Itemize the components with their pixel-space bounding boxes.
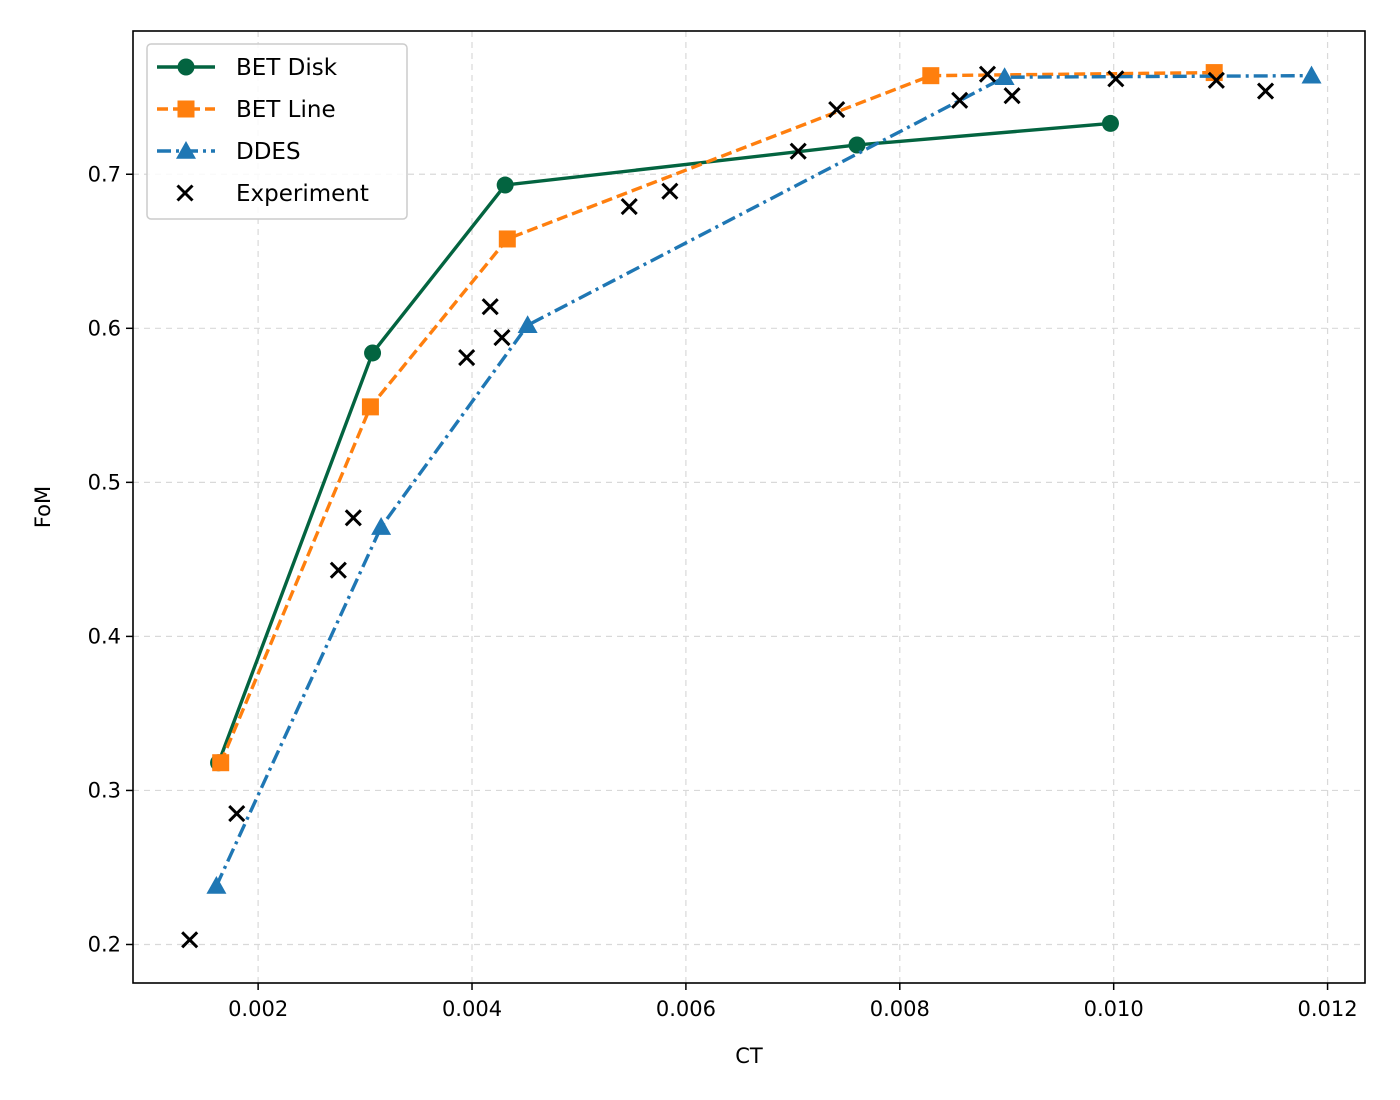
series-1-point-3	[922, 67, 940, 85]
series-3-point-1	[228, 804, 246, 823]
x-axis-title: CT	[735, 1044, 763, 1068]
series-3	[181, 65, 1275, 949]
series-0-point-1	[364, 344, 382, 362]
plot-series	[181, 64, 1322, 949]
x-tick-label-5: 0.012	[1298, 997, 1358, 1021]
x-tick-label-1: 0.004	[442, 997, 502, 1021]
legend-label-1: BET Line	[236, 97, 336, 123]
series-3-point-11	[951, 91, 969, 109]
series-0	[210, 114, 1119, 772]
series-2-point-3	[994, 67, 1015, 86]
legend-label-2: DDES	[236, 139, 301, 165]
series-3-point-12	[978, 65, 997, 83]
y-tick-label-5: 0.7	[88, 162, 121, 186]
series-1	[212, 64, 1223, 772]
legend-box	[146, 43, 408, 220]
legend-marker-0	[177, 58, 195, 76]
series-1-point-0	[212, 754, 230, 772]
series-3-point-10	[828, 101, 846, 119]
x-tick-label-4: 0.010	[1084, 997, 1144, 1021]
legend-label-3: Experiment	[236, 181, 369, 207]
series-3-point-4	[458, 349, 476, 367]
series-2-point-0	[206, 875, 227, 894]
series-1-point-2	[498, 230, 516, 248]
series-3-point-6	[493, 328, 511, 347]
series-2-point-4	[1301, 65, 1322, 84]
y-axis-title: FoM	[31, 486, 55, 528]
series-3-point-9	[789, 142, 807, 160]
series-3-point-8	[661, 182, 679, 200]
y-tick-label-3: 0.5	[88, 470, 121, 494]
axis-ticks: 0.002 0.004 0.006 0.008 0.010 0.012 0.2 0.3 0.4 0…	[88, 162, 1358, 1021]
legend: BET Disk BET Line DDES Experiment	[146, 43, 408, 220]
series-3-point-15	[1207, 71, 1225, 89]
series-3-point-13	[1003, 87, 1021, 105]
grid	[133, 31, 1365, 983]
x-tick-label-2: 0.006	[656, 997, 716, 1021]
x-tick-label-3: 0.008	[870, 997, 930, 1021]
legend-marker-1	[177, 100, 195, 118]
y-tick-label-4: 0.6	[88, 316, 121, 340]
series-3-point-3	[344, 509, 362, 527]
x-tick-label-0: 0.002	[228, 997, 288, 1021]
series-3-point-2	[329, 561, 347, 579]
y-tick-label-1: 0.3	[88, 778, 121, 802]
series-3-point-5	[481, 298, 499, 316]
series-2-point-2	[517, 315, 538, 334]
series-0-point-3	[848, 136, 866, 154]
series-2-point-1	[371, 517, 392, 535]
y-tick-label-2: 0.4	[88, 624, 121, 648]
series-0-point-2	[496, 176, 514, 194]
series-3-point-16	[1256, 82, 1275, 100]
legend-marker-3	[176, 184, 194, 202]
y-tick-label-0: 0.2	[88, 932, 121, 956]
legend-marker-2	[176, 141, 196, 159]
series-3-point-0	[181, 931, 199, 949]
plot-frame	[132, 30, 1366, 984]
legend-label-0: BET Disk	[236, 55, 338, 81]
series-0-point-4	[1101, 114, 1119, 132]
series-line-2	[214, 73, 1312, 887]
series-3-point-7	[620, 198, 638, 216]
series-1-point-1	[361, 398, 379, 416]
series-2	[206, 65, 1322, 894]
series-3-point-14	[1107, 70, 1125, 88]
